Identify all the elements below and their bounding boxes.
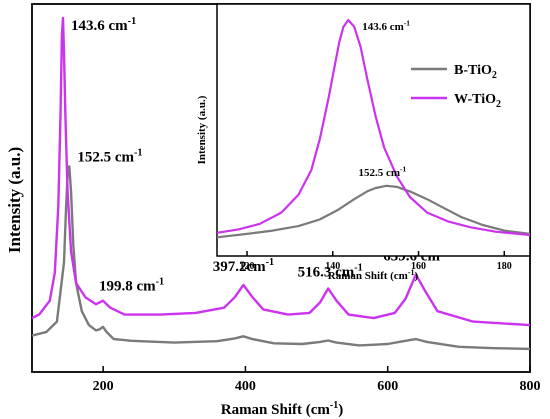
inset-x-tick-label: 160 bbox=[411, 261, 426, 272]
inset-x-tick-label: 140 bbox=[325, 261, 340, 272]
legend-entry-b-tio2: B-TiO2 bbox=[411, 63, 497, 81]
inset-legend: B-TiO2 W-TiO2 bbox=[411, 63, 501, 110]
main-x-axis: 200 400 600 800 bbox=[93, 366, 541, 394]
legend-label-w-tio2: W-TiO2 bbox=[454, 92, 501, 110]
main-line-b-tio2 bbox=[31, 165, 531, 351]
main-peak-label: 397.2cm-1 bbox=[213, 257, 274, 275]
inset-y-axis-label: Intensity (a.u.) bbox=[196, 95, 208, 164]
legend-label-b-tio2: B-TiO2 bbox=[454, 63, 497, 81]
inset-plot-background bbox=[217, 4, 530, 256]
inset-annotations: 143.6 cm-1 152.5 cm-1 bbox=[358, 19, 410, 179]
main-peak-label: 152.5 cm-1 bbox=[77, 147, 142, 165]
main-x-tick-label: 800 bbox=[520, 379, 541, 394]
main-x-tick-label: 600 bbox=[377, 379, 398, 394]
inset-x-axis-label: Raman Shift (cm-1) bbox=[328, 268, 419, 282]
main-x-axis-label: Raman Shift (cm-1) bbox=[221, 400, 344, 418]
inset-x-tick-label: 120 bbox=[240, 261, 255, 272]
main-peak-label: 143.6 cm-1 bbox=[71, 16, 136, 34]
legend-entry-w-tio2: W-TiO2 bbox=[411, 92, 501, 110]
inset-series-group bbox=[216, 18, 531, 239]
main-x-tick-label: 200 bbox=[93, 379, 114, 394]
main-peak-label: 516.3 cm-1 bbox=[298, 262, 363, 280]
main-x-tick-label: 400 bbox=[235, 379, 256, 394]
inset-peak-label: 143.6 cm-1 bbox=[362, 19, 410, 33]
inset-peak-label: 152.5 cm-1 bbox=[358, 164, 406, 178]
inset-x-axis: 120 140 160 180 bbox=[240, 251, 512, 272]
inset-line-b-tio2 bbox=[216, 184, 531, 239]
main-series-group bbox=[31, 16, 531, 351]
inset-chart: 120 140 160 180 143.6 cm-1 152.5 cm-1 Intens… bbox=[196, 3, 531, 282]
main-line-w-tio2 bbox=[31, 16, 531, 327]
main-peak-label: 199.8 cm-1 bbox=[99, 277, 164, 295]
inset-x-tick-label: 180 bbox=[497, 261, 512, 272]
inset-line-w-tio2 bbox=[216, 18, 531, 237]
main-y-axis-label: Intensity (a.u.) bbox=[5, 147, 24, 253]
inset-plot-frame bbox=[216, 3, 531, 257]
